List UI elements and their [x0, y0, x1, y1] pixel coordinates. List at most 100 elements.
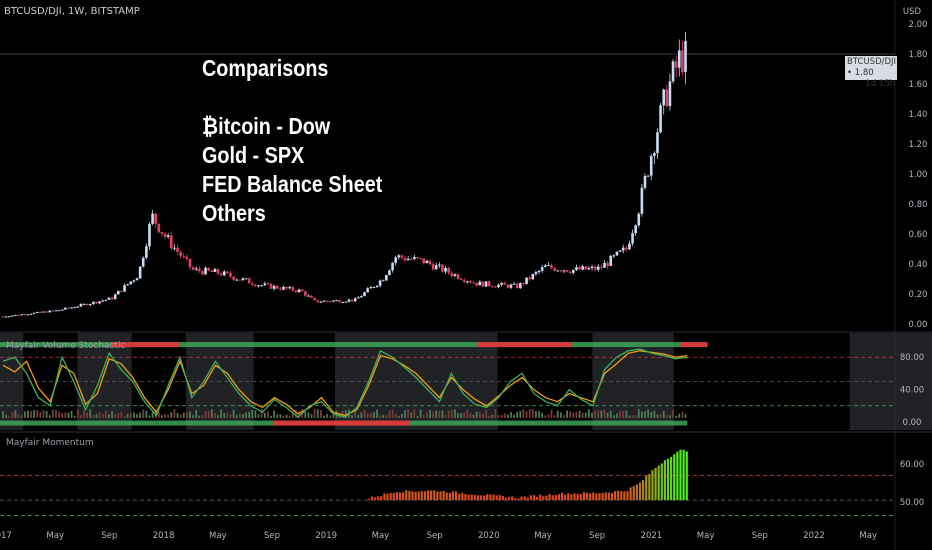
candle-body [381, 280, 385, 282]
candle-body [550, 265, 553, 268]
candle-body [428, 260, 432, 265]
stoch-volume-bar [522, 409, 525, 418]
candle-body [534, 272, 538, 275]
candle-body [226, 271, 229, 273]
momentum-bar [545, 495, 548, 501]
stoch-volume-bar [182, 412, 185, 418]
stoch-volume-bar [606, 412, 609, 418]
title-line: FED Balance Sheet [202, 171, 383, 197]
momentum-bar [670, 456, 673, 501]
candle-body [70, 307, 73, 309]
stoch-volume-bar [616, 413, 618, 418]
symbol-header[interactable]: BTCUSD/DJI, 1W, BITSTAMP [4, 6, 140, 17]
momentum-bar [511, 496, 514, 501]
stoch-volume-bar [257, 414, 260, 418]
momentum-bar [402, 492, 405, 501]
stoch-volume-bar [351, 415, 353, 418]
stoch-volume-bar [503, 413, 506, 418]
stoch-volume-bar [419, 409, 422, 418]
stoch-volume-bar [622, 410, 625, 418]
momentum-bar [585, 492, 589, 501]
stoch-volume-bar [672, 409, 674, 418]
candle-body [269, 283, 273, 289]
stoch-volume-bar [588, 409, 590, 418]
title-line: Others [202, 200, 266, 226]
stoch-volume-bar [101, 413, 104, 418]
y-axis-unit: USD [903, 7, 922, 17]
stoch-volume-bar [653, 410, 656, 418]
stoch-volume-bar [151, 411, 154, 418]
candle-body [120, 290, 123, 292]
candle-body [360, 296, 363, 298]
momentum-bar [666, 458, 670, 501]
stoch-volume-bar [432, 411, 434, 418]
title-line [202, 83, 382, 112]
candle-body [328, 301, 332, 303]
momentum-bar [436, 491, 439, 501]
candle-body [282, 286, 285, 290]
candle-body [466, 281, 469, 283]
momentum-bar [676, 451, 679, 501]
candle-body [356, 297, 360, 299]
candle-body [494, 286, 497, 288]
stoch-volume-bar [276, 414, 279, 418]
momentum-bar [523, 496, 526, 501]
x-tick-label: May [534, 531, 552, 541]
candle-body [101, 300, 105, 302]
candle-body [347, 299, 351, 302]
last-price-tag: BTCUSD/DJI • 1.80 1d 15h [845, 56, 897, 89]
candle-body [462, 279, 466, 282]
momentum-bar [458, 493, 461, 501]
momentum-bar [685, 451, 688, 501]
x-tick-label: 2019 [315, 531, 337, 541]
stoch-volume-bar [544, 415, 547, 418]
momentum-pane-label[interactable]: Mayfair Momentum [6, 438, 94, 448]
stoch-volume-bar [204, 411, 207, 418]
stoch-volume-bar [123, 415, 126, 418]
candle-body [459, 278, 463, 280]
stoch-volume-bar [581, 412, 584, 418]
candle-body [547, 265, 550, 267]
stoch-volume-bar [245, 412, 247, 418]
stoch-volume-bar [394, 413, 397, 418]
candle-body [434, 265, 438, 270]
candle-body [7, 316, 11, 318]
momentum-bar [595, 493, 598, 501]
stoch-volume-bar [214, 412, 216, 418]
candle-body [23, 314, 27, 316]
candle-body [319, 301, 323, 303]
candle-body [251, 283, 254, 285]
stoch-volume-bar [488, 415, 491, 418]
stoch-volume-bar [20, 414, 23, 418]
stoch-tick-label: 0.00 [903, 418, 922, 428]
stoch-volume-bar [407, 409, 410, 418]
y-tick-label: 1.40 [909, 110, 928, 120]
stoch-pane-label[interactable]: Mayfair Volume Stochastic [6, 341, 126, 351]
stoch-volume-bar [360, 412, 363, 418]
candle-body [20, 314, 23, 316]
candle-body [141, 257, 145, 267]
stoch-volume-bar [547, 414, 550, 418]
candle-body [684, 40, 687, 73]
candle-body [213, 269, 217, 272]
stoch-volume-bar [198, 415, 201, 418]
candle-body [232, 276, 235, 280]
stoch-volume-bar [30, 411, 32, 418]
momentum-bar [623, 491, 626, 501]
stoch-volume-bar [189, 411, 191, 418]
stoch-volume-bar [665, 415, 668, 418]
stoch-volume-bar [95, 413, 98, 418]
candle-body [304, 291, 307, 296]
momentum-bar [651, 470, 654, 501]
stoch-volume-bar [242, 414, 244, 418]
stoch-volume-bar [195, 410, 198, 418]
momentum-bar [492, 494, 495, 501]
candle-body [332, 300, 335, 302]
candle-body [572, 269, 575, 273]
momentum-bar [479, 495, 483, 501]
stoch-series-line [2, 348, 688, 418]
candle-body [565, 270, 569, 272]
candle-body [581, 266, 584, 270]
comparison-title: Comparisons ₿itcoin - Dow Gold - SPX FED… [202, 54, 382, 228]
